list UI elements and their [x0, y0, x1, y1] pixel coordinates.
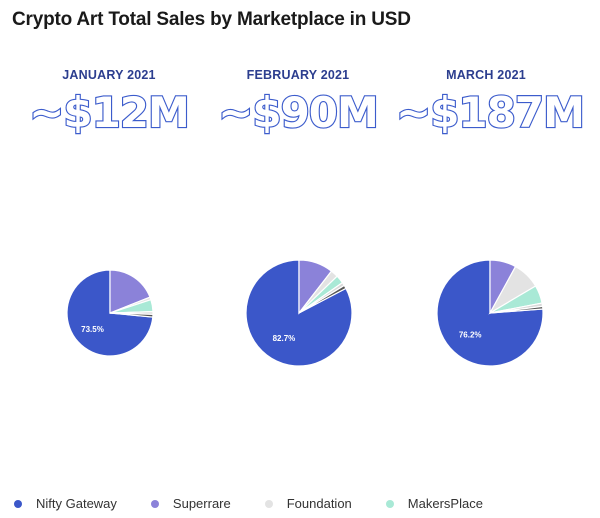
total-sales: ~$12M — [28, 87, 191, 138]
pie-slice-other — [489, 305, 544, 314]
slice-data-label: 73.5% — [81, 325, 104, 334]
legend-item-nifty-gateway: Nifty Gateway — [14, 496, 117, 511]
legend-item-makersplace: MakersPlace — [385, 496, 483, 511]
legend: Nifty Gateway Superrare Foundation Maker… — [14, 496, 517, 511]
legend-label: Foundation — [286, 496, 352, 511]
legend-swatch — [14, 499, 22, 508]
legend-item-superrare: Superrare — [150, 496, 231, 511]
pie-slice-other — [109, 312, 154, 318]
slice-data-label: 76.2% — [459, 330, 482, 339]
slice-data-label: 82.7% — [273, 334, 296, 343]
chart-title: Crypto Art Total Sales by Marketplace in… — [12, 9, 411, 30]
legend-label: Superrare — [172, 496, 231, 511]
pie-3: 76.2% — [436, 259, 544, 367]
total-sales: ~$90M — [217, 87, 380, 138]
month-label: JANUARY 2021 — [62, 68, 156, 82]
month-label: MARCH 2021 — [446, 68, 526, 82]
january-header: JANUARY 2021 ~$12M — [19, 68, 199, 138]
legend-label: Nifty Gateway — [36, 496, 117, 511]
month-label: FEBRUARY 2021 — [246, 68, 350, 82]
legend-item-foundation: Foundation — [264, 496, 352, 511]
legend-swatch — [150, 499, 159, 508]
pie-slice-other — [298, 284, 347, 314]
total-sales: ~$187M — [395, 87, 586, 138]
legend-swatch — [385, 499, 394, 508]
pie-2: 82.7% — [245, 259, 353, 367]
pie-charts: 73.5% 82.7% 76.2% — [66, 259, 544, 367]
legend-swatch — [264, 499, 273, 508]
pie-slice-superrare — [109, 269, 151, 314]
pie-1: 73.5% — [66, 269, 154, 357]
march-header: MARCH 2021 ~$187M — [395, 68, 586, 138]
legend-label: MakersPlace — [407, 496, 483, 511]
february-header: FEBRUARY 2021 ~$90M — [208, 68, 388, 138]
